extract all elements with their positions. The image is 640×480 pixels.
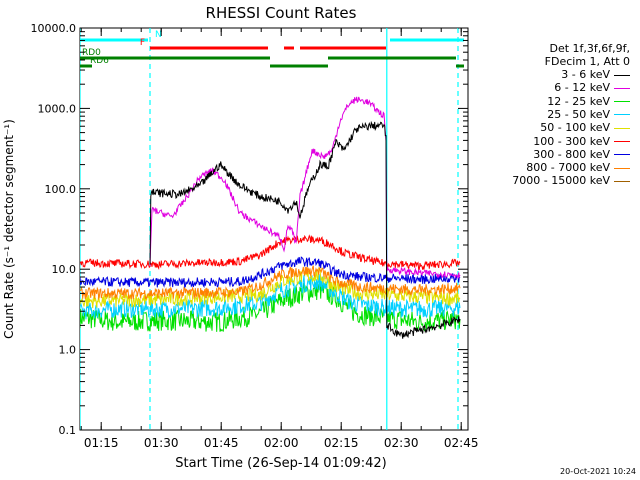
legend-item-label: 25 - 50 keV [547,107,610,121]
legend-swatch [614,127,630,129]
legend-swatch [614,167,630,169]
flag-label: RD0 [82,48,101,58]
legend-item-label: 50 - 100 keV [540,121,610,135]
legend-item: 6 - 12 keV [470,81,630,94]
series-line [80,266,461,309]
legend-item-label: 6 - 12 keV [554,81,610,95]
x-tick-label: 02:30 [384,436,419,450]
legend-item: 300 - 800 keV [470,148,630,161]
legend-swatch [614,101,630,103]
legend-item: 800 - 7000 keV [470,161,630,174]
x-tick-label: 01:45 [204,436,239,450]
x-tick-label: 01:30 [144,436,179,450]
y-tick-label: 1000.0 [38,102,77,115]
x-tick-label: 02:00 [264,436,299,450]
legend-item-label: 12 - 25 keV [547,94,610,108]
legend-swatch [614,74,630,76]
legend-header-line-2: FDecim 1, Att 0 [544,55,630,68]
x-tick-label: 02:15 [324,436,359,450]
x-tick-label: 02:45 [444,436,479,450]
legend-swatch [614,154,630,156]
y-tick-label: 0.1 [59,424,77,437]
legend-item: 25 - 50 keV [470,108,630,121]
timestamp: 20-Oct-2021 10:24 [560,467,636,476]
legend-swatch [614,114,630,116]
y-axis-label: Count Rate (s⁻¹ detector segment⁻¹) [2,119,16,339]
legend-item-label: 7000 - 15000 keV [512,174,610,188]
series-line [80,265,461,301]
x-tick-label: 01:15 [84,436,119,450]
legend-item: 3 - 6 keV [470,68,630,81]
flag-label: N [155,30,162,40]
flag-label: F [140,38,145,48]
chart-title: RHESSI Count Rates [206,4,357,22]
series-line [149,120,461,339]
legend-item: 12 - 25 keV [470,95,630,108]
legend-swatch [614,141,630,142]
legend-item: 7000 - 15000 keV [470,174,630,187]
legend-swatch [614,180,630,182]
legend-item-label: 100 - 300 keV [533,134,610,148]
series-line [149,96,461,280]
legend-item-label: 800 - 7000 keV [526,161,610,175]
series-line [80,256,461,289]
legend-header-line-1: Det 1f,3f,6f,9f, [549,42,630,55]
y-tick-label: 10000.0 [31,22,77,35]
legend-item-label: 3 - 6 keV [561,68,610,81]
legend-swatch [614,87,630,89]
legend-item: 50 - 100 keV [470,121,630,134]
legend-item: 100 - 300 keV [470,135,630,148]
y-tick-label: 1.0 [59,344,77,357]
y-tick-label: 10.0 [52,263,77,276]
flag-label: RD6 [90,56,109,66]
y-tick-label: 100.0 [45,183,77,196]
series-line [80,234,461,271]
legend-item-label: 300 - 800 keV [533,147,610,161]
x-axis-label: Start Time (26-Sep-14 01:09:42) [175,456,386,471]
